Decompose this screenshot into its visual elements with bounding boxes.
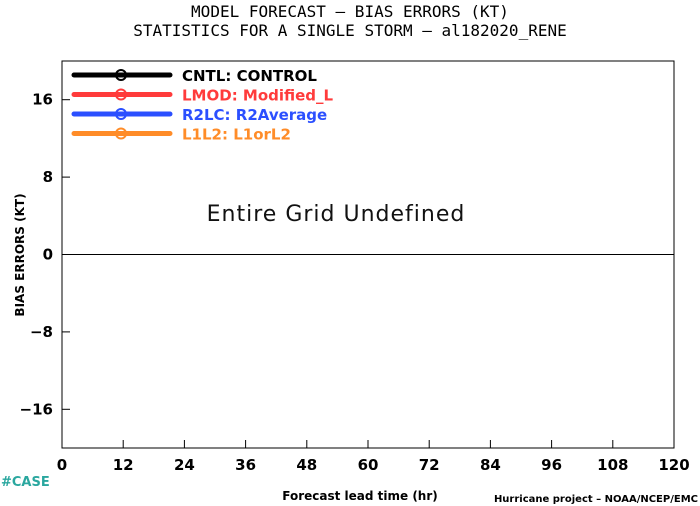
x-axis: 0 12 24 36 48 60 72 84 96 108 120 <box>57 440 690 474</box>
x-tick-label: 48 <box>296 456 317 474</box>
undefined-grid-annotation: Entire Grid Undefined <box>207 202 466 227</box>
y-tick-label: 8 <box>43 168 53 186</box>
legend-marker-swatch <box>115 127 127 140</box>
x-tick-label: 36 <box>235 456 256 474</box>
y-tick-label: −8 <box>30 323 53 341</box>
legend-entry: L1L2: L1orL2 <box>71 126 291 144</box>
legend-label: R2LC: R2Average <box>182 106 327 124</box>
legend-label: L1L2: L1orL2 <box>182 126 291 144</box>
y-tick-label: −16 <box>20 400 53 418</box>
x-tick-label: 24 <box>174 456 195 474</box>
x-tick-label: 12 <box>113 456 134 474</box>
y-tick-label: 16 <box>32 91 53 109</box>
legend-entry: LMOD: Modified_L <box>71 87 334 105</box>
case-tag: #CASE <box>1 475 50 490</box>
x-tick-label: 0 <box>57 456 67 474</box>
y-axis-label: BIAS ERRORS (KT) <box>13 193 27 316</box>
legend-marker-swatch <box>115 69 127 81</box>
chart-title-line1: MODEL FORECAST – BIAS ERRORS (KT) <box>191 2 509 21</box>
legend-entry: R2LC: R2Average <box>71 106 327 124</box>
x-axis-label: Forecast lead time (hr) <box>282 489 438 503</box>
y-axis: −16 −8 0 8 16 <box>20 91 70 418</box>
legend-marker-swatch <box>115 108 127 120</box>
chart-title-line2: STATISTICS FOR A SINGLE STORM – al182020… <box>133 21 566 40</box>
x-tick-label: 60 <box>358 456 379 474</box>
x-tick-label: 96 <box>541 456 562 474</box>
legend-entry: CNTL: CONTROL <box>71 67 317 85</box>
y-tick-label: 0 <box>43 246 53 264</box>
x-tick-label: 108 <box>597 456 628 474</box>
legend-label: CNTL: CONTROL <box>182 67 317 85</box>
legend-marker-swatch <box>115 88 127 101</box>
x-tick-label: 72 <box>419 456 440 474</box>
x-tick-label: 120 <box>658 456 689 474</box>
legend-label: LMOD: Modified_L <box>182 87 334 105</box>
x-tick-label: 84 <box>480 456 501 474</box>
credit-text: Hurricane project – NOAA/NCEP/EMC <box>494 494 698 505</box>
